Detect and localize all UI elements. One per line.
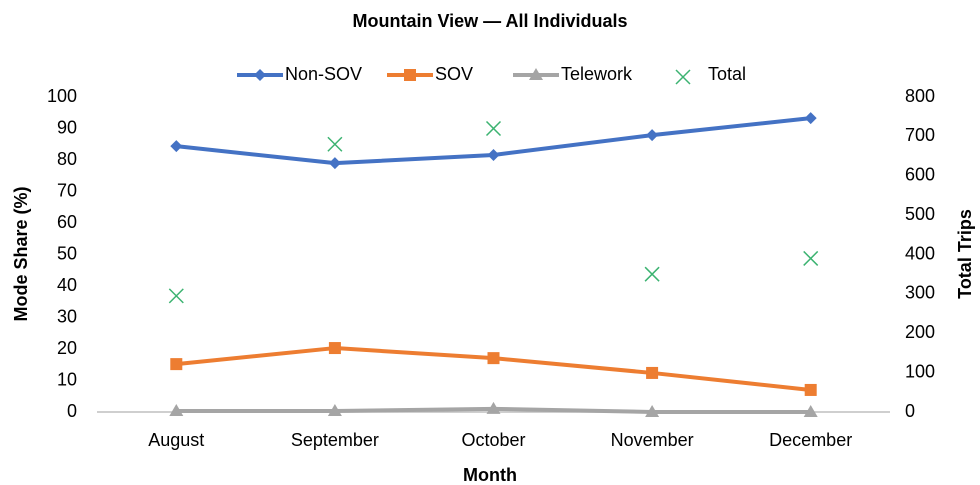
y-tick-label: 60 (57, 212, 77, 232)
legend-marker (254, 69, 266, 81)
y-tick-label: 90 (57, 117, 77, 137)
x-tick-label: September (291, 430, 379, 450)
y-tick-label: 10 (57, 369, 77, 389)
point (804, 112, 817, 125)
y-tick-label: 0 (67, 401, 77, 421)
legend-label: SOV (435, 64, 473, 84)
legend-marker (404, 69, 416, 81)
y-tick-label: 20 (57, 338, 77, 358)
point (328, 157, 341, 170)
point (169, 404, 184, 417)
point (487, 352, 500, 365)
point (646, 366, 659, 379)
point (803, 405, 818, 417)
legend-marker (529, 68, 543, 80)
y-tick-label: 30 (57, 306, 77, 326)
y2-tick-label: 800 (905, 86, 935, 106)
point (170, 140, 183, 153)
point (168, 288, 184, 304)
y-tick-label: 50 (57, 243, 77, 263)
y2-tick-label: 0 (905, 401, 915, 421)
point (646, 129, 659, 142)
point (645, 405, 660, 417)
y2-tick-label: 700 (905, 125, 935, 145)
point (170, 358, 183, 371)
y2-tick-label: 400 (905, 243, 935, 263)
y2-axis-label: Total Trips (955, 209, 975, 299)
y-tick-label: 100 (47, 86, 77, 106)
point (328, 342, 341, 355)
point (327, 404, 342, 417)
y2-tick-label: 500 (905, 204, 935, 224)
y-tick-label: 40 (57, 275, 77, 295)
x-tick-label: November (611, 430, 694, 450)
point (644, 266, 660, 282)
point (803, 250, 819, 266)
y-tick-label: 70 (57, 180, 77, 200)
y-tick-label: 80 (57, 149, 77, 169)
legend-marker (675, 69, 691, 85)
y-axis-label: Mode Share (%) (11, 186, 31, 321)
point (804, 383, 817, 396)
x-tick-label: December (769, 430, 852, 450)
point (487, 148, 500, 161)
legend-label: Non-SOV (285, 64, 362, 84)
point (485, 120, 502, 137)
x-axis-label: Month (463, 465, 517, 485)
y2-tick-label: 300 (905, 283, 935, 303)
x-tick-label: October (461, 430, 525, 450)
x-tick-label: August (148, 430, 204, 450)
legend-label: Telework (561, 64, 633, 84)
y2-tick-label: 200 (905, 322, 935, 342)
legend-label: Total (708, 64, 746, 84)
chart-title: Mountain View — All Individuals (352, 11, 627, 31)
y2-tick-label: 600 (905, 165, 935, 185)
point (486, 401, 501, 414)
y2-tick-label: 100 (905, 361, 935, 381)
point (327, 136, 343, 152)
